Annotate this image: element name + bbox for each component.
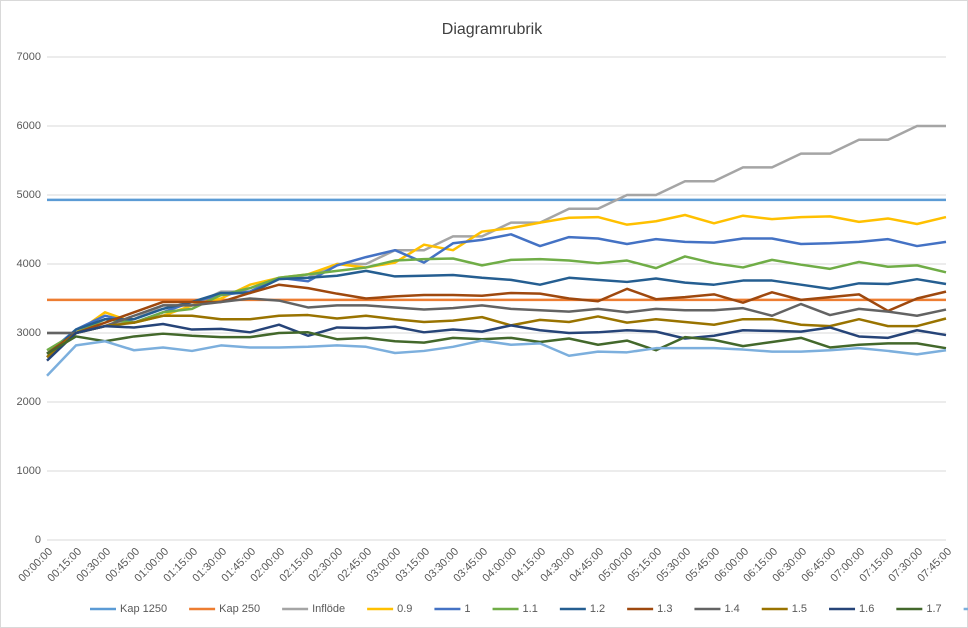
- series-line: [46, 339, 947, 377]
- legend-label: Kap 1250: [120, 603, 167, 615]
- y-tick-label: 4000: [17, 258, 41, 270]
- legend-label: 1.6: [859, 603, 874, 615]
- legend-label: 0.9: [397, 603, 412, 615]
- series-line: [46, 322, 947, 362]
- legend-label: Inflöde: [312, 603, 345, 615]
- chart-title: Diagramrubrik: [442, 21, 543, 38]
- series-line: [47, 297, 947, 335]
- legend-label: 1.3: [657, 603, 672, 615]
- y-tick-label: 5000: [17, 189, 41, 201]
- series-line: [46, 283, 947, 355]
- y-tick-label: 0: [35, 534, 41, 546]
- series-line: [46, 269, 947, 359]
- legend-label: 1.2: [590, 603, 605, 615]
- y-tick-label: 2000: [17, 396, 41, 408]
- y-tick-label: 3000: [17, 327, 41, 339]
- y-tick-label: 6000: [17, 120, 41, 132]
- series-line: [46, 255, 947, 352]
- series-line: [46, 313, 947, 359]
- y-tick-label: 1000: [17, 465, 41, 477]
- series-line: [46, 331, 947, 355]
- legend-label: 1.5: [792, 603, 807, 615]
- legend-label: 1: [464, 603, 470, 615]
- legend-label: 1.1: [523, 603, 538, 615]
- legend-label: 1.4: [724, 603, 739, 615]
- legend-label: 1.7: [926, 603, 941, 615]
- y-tick-label: 7000: [17, 51, 41, 63]
- legend-label: Kap 250: [219, 603, 260, 615]
